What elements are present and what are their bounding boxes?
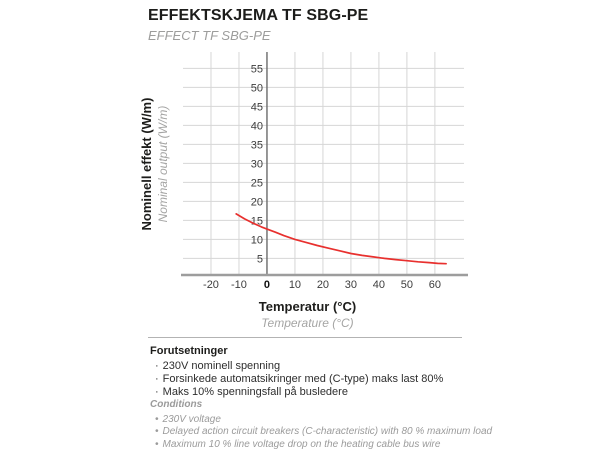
condition-item: · 230V nominell spenning <box>150 360 443 373</box>
page-title: EFFEKTSKJEMA TF SBG-PE <box>148 7 369 24</box>
conditions-en: Conditions • 230V voltage • Delayed action… <box>150 399 492 450</box>
x-tick-label: 20 <box>317 279 329 291</box>
condition-text: Forsinkede automatsikringer med (C-type)… <box>162 373 444 385</box>
x-axis-title-en: Temperature (°C) <box>261 316 354 330</box>
condition-item: • 230V voltage <box>150 414 492 427</box>
x-tick-label: 50 <box>401 279 413 291</box>
effect-curve <box>235 213 447 265</box>
y-tick-label: 20 <box>251 196 263 208</box>
y-tick-label: 5 <box>257 253 263 265</box>
bullet-icon: · <box>155 386 159 398</box>
x-tick-label: 60 <box>429 279 441 291</box>
condition-text: Maximum 10 % line voltage drop on the he… <box>162 438 441 450</box>
condition-text: 230V voltage <box>162 413 221 425</box>
y-tick-label: 15 <box>251 215 263 227</box>
condition-text: Delayed action circuit breakers (C-chara… <box>162 426 493 437</box>
x-tick-label: 30 <box>345 279 357 291</box>
condition-text: Maks 10% spenningsfall på busledere <box>162 386 348 398</box>
condition-text: 230V nominell spenning <box>162 360 281 372</box>
condition-item: • Maximum 10 % line voltage drop on the h… <box>150 439 492 450</box>
x-tick-label: 10 <box>289 279 301 291</box>
x-axis-title-no: Temperatur (°C) <box>258 299 357 314</box>
bullet-icon: • <box>155 426 159 437</box>
y-tick-label: 30 <box>251 158 263 170</box>
y-tick-label: 55 <box>251 63 263 75</box>
x-tick-label: 0 <box>264 279 270 291</box>
y-axis-title-no: Nominell effekt (W/m) <box>139 97 154 231</box>
y-tick-label: 50 <box>251 82 263 94</box>
page-subtitle: EFFECT TF SBG-PE <box>148 28 271 43</box>
condition-item: • Delayed action circuit breakers (C-char… <box>150 426 492 439</box>
bullet-icon: · <box>155 360 159 372</box>
bullet-icon: • <box>155 438 159 450</box>
conditions-no-heading: Forutsetninger <box>150 345 228 357</box>
bullet-icon: • <box>155 413 159 425</box>
y-tick-label: 10 <box>251 234 263 246</box>
y-tick-label: 45 <box>251 101 263 113</box>
x-tick-label: -20 <box>203 279 219 291</box>
conditions-no: Forutsetninger · 230V nominell spenning ·… <box>150 345 443 399</box>
condition-item: · Maks 10% spenningsfall på busledere <box>150 386 443 399</box>
x-tick-label: 40 <box>373 279 385 291</box>
y-tick-label: 40 <box>251 120 263 132</box>
x-tick-label: -10 <box>231 279 247 291</box>
condition-item: · Forsinkede automatsikringer med (C-type… <box>150 373 443 386</box>
conditions-en-heading: Conditions <box>150 399 203 410</box>
y-tick-label: 25 <box>251 177 263 189</box>
y-tick-label: 35 <box>251 139 263 151</box>
footer-divider <box>148 337 462 338</box>
y-axis-title-en: Nominal output (W/m) <box>156 105 170 223</box>
bullet-icon: · <box>155 373 159 385</box>
